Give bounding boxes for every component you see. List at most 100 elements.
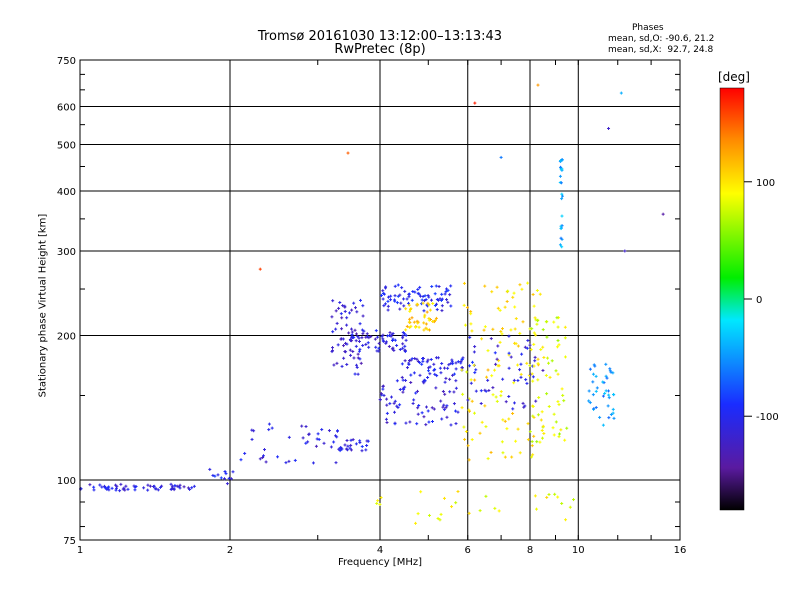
data-point: [431, 302, 435, 306]
data-point: [433, 292, 437, 296]
data-point: [258, 267, 262, 271]
data-point: [349, 327, 353, 331]
data-point: [423, 313, 427, 317]
data-point: [444, 406, 448, 410]
data-point: [426, 301, 430, 305]
y-tick-label: 400: [57, 187, 76, 198]
data-point: [378, 398, 382, 402]
data-point: [409, 381, 413, 385]
data-point: [472, 411, 476, 415]
data-point: [456, 410, 460, 414]
data-point: [461, 392, 465, 396]
data-point: [592, 407, 596, 411]
data-point: [611, 407, 615, 411]
data-point: [352, 335, 356, 339]
data-point: [523, 404, 527, 408]
data-point: [393, 399, 397, 403]
data-point: [385, 421, 389, 425]
data-point: [519, 372, 523, 376]
data-point: [536, 361, 540, 365]
data-point: [552, 433, 556, 437]
data-point: [340, 316, 344, 320]
data-point: [177, 485, 181, 489]
data-point: [507, 417, 511, 421]
data-point: [381, 387, 385, 391]
data-point: [408, 358, 412, 362]
data-point: [304, 441, 308, 445]
data-point: [126, 487, 130, 491]
data-point: [561, 194, 565, 198]
data-point: [591, 372, 595, 376]
data-point: [379, 294, 383, 298]
data-point: [356, 356, 360, 360]
data-point: [348, 311, 352, 315]
data-point: [398, 388, 402, 392]
x-tick-label: 8: [527, 545, 533, 556]
data-point: [267, 422, 271, 426]
data-point: [456, 490, 460, 494]
data-point: [386, 295, 390, 299]
data-point: [440, 309, 444, 313]
data-point: [438, 518, 442, 522]
data-point: [401, 346, 405, 350]
data-point: [446, 300, 450, 304]
data-point: [530, 372, 534, 376]
data-point: [503, 305, 507, 309]
data-point: [152, 484, 156, 488]
data-point: [547, 493, 551, 497]
data-point: [443, 392, 447, 396]
data-point: [334, 309, 338, 313]
data-point: [483, 404, 487, 408]
data-point: [426, 376, 430, 380]
data-point: [591, 393, 595, 397]
data-point: [417, 325, 421, 329]
data-point: [507, 351, 511, 355]
data-point: [340, 364, 344, 368]
data-point: [560, 245, 564, 249]
x-tick-label: 6: [465, 545, 471, 556]
data-point: [416, 412, 420, 416]
data-point: [377, 349, 381, 353]
data-point: [412, 398, 416, 402]
data-point: [587, 399, 591, 403]
axis-ticks: 1 2 4 6 8 10 16 75 100 200 300 400 500 600 750: [57, 56, 686, 556]
data-point: [509, 355, 513, 359]
data-point: [426, 358, 430, 362]
data-point: [387, 344, 391, 348]
data-point: [314, 444, 318, 448]
data-point: [526, 422, 530, 426]
data-point: [512, 291, 516, 295]
y-tick-label: 600: [57, 103, 76, 114]
data-point: [466, 444, 470, 448]
data-point: [483, 284, 487, 288]
data-point: [445, 404, 449, 408]
data-point: [536, 378, 540, 382]
data-point: [411, 401, 415, 405]
data-point: [416, 406, 420, 410]
data-point: [535, 322, 539, 326]
data-point: [338, 446, 342, 450]
data-point: [563, 438, 567, 442]
data-point: [353, 328, 357, 332]
data-point: [489, 337, 493, 341]
data-point: [379, 392, 383, 396]
data-point: [504, 400, 508, 404]
data-point: [360, 449, 364, 453]
data-point: [267, 428, 271, 432]
data-point: [425, 360, 429, 364]
data-point: [335, 435, 339, 439]
data-point: [588, 367, 592, 371]
data-point: [430, 419, 434, 423]
data-point: [343, 350, 347, 354]
data-point: [558, 243, 562, 247]
data-point: [545, 335, 549, 339]
data-point: [358, 322, 362, 326]
data-point: [383, 302, 387, 306]
data-point: [503, 455, 507, 459]
data-point: [317, 437, 321, 441]
data-point: [518, 283, 522, 287]
data-point: [469, 381, 473, 385]
data-point: [407, 301, 411, 305]
data-point: [513, 305, 517, 309]
data-point: [190, 486, 194, 490]
